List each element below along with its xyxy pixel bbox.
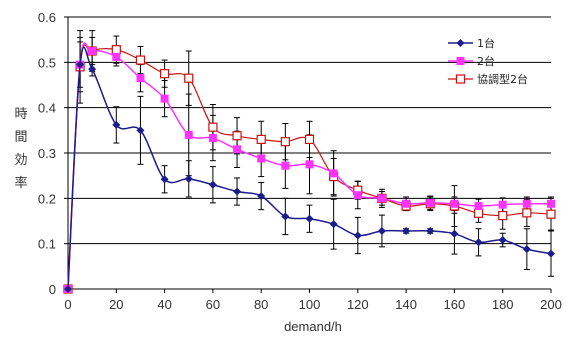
data-point (474, 238, 483, 247)
data-point (402, 226, 411, 235)
x-tick-label: 60 (206, 297, 220, 312)
data-point (208, 134, 217, 143)
y-tick-label: 0 (49, 282, 56, 297)
data-point (305, 214, 314, 223)
y-tick-label: 0.6 (38, 10, 56, 25)
y-tick-label: 0.4 (38, 101, 56, 116)
data-point (305, 160, 314, 169)
data-point (473, 208, 484, 218)
y-axis-label-char: 時 (14, 106, 27, 121)
data-point (353, 191, 362, 200)
data-point (135, 55, 146, 65)
data-point (184, 174, 193, 183)
legend-label: 協調型2台 (477, 72, 528, 86)
x-axis-label: demand/h (284, 319, 342, 334)
data-point (547, 199, 555, 208)
data-point (232, 131, 242, 141)
data-point (280, 137, 290, 147)
legend-label: 2台 (477, 54, 495, 68)
data-point (112, 120, 121, 129)
data-point (233, 187, 242, 196)
legend-marker-diamond (456, 39, 465, 47)
data-point (64, 285, 72, 293)
y-axis-label: 時 間 効 率 (14, 106, 27, 190)
data-point (304, 134, 315, 144)
x-tick-label: 140 (395, 297, 417, 312)
data-point (184, 130, 193, 139)
x-tick-label: 200 (540, 297, 562, 312)
legend-entry-1: 1台 (448, 36, 495, 50)
data-point (402, 199, 411, 208)
series-1 (64, 46, 555, 293)
data-point (498, 200, 507, 209)
data-point (208, 122, 218, 132)
y-tick-label: 0.5 (38, 55, 56, 70)
data-point (377, 226, 386, 235)
data-point (160, 94, 169, 103)
x-tick-label: 180 (492, 297, 514, 312)
data-point (233, 145, 242, 154)
legend-label: 1台 (477, 36, 495, 50)
data-point (450, 199, 459, 208)
data-point (522, 245, 531, 254)
x-tick-label: 100 (299, 297, 321, 312)
tick-labels: 0 0.1 0.2 0.3 0.4 0.5 0.6 0 20 40 60 80 100 120 140 160… (38, 10, 562, 312)
data-point (208, 180, 217, 189)
legend-entry-3: 協調型2台 (448, 72, 528, 86)
data-point (257, 154, 266, 163)
data-point (377, 194, 386, 203)
data-point (329, 220, 338, 229)
legend-marker-square (456, 57, 465, 65)
x-tick-label: 160 (444, 297, 466, 312)
y-tick-label: 0.1 (38, 237, 56, 252)
data-point (76, 60, 85, 69)
data-point (281, 212, 290, 221)
y-axis-label-char: 間 (14, 129, 27, 144)
x-tick-label: 80 (254, 297, 268, 312)
data-point (498, 210, 508, 221)
y-axis-label-char: 率 (14, 175, 27, 190)
data-point (160, 175, 169, 184)
data-point (522, 208, 532, 218)
series-2 (64, 42, 555, 293)
data-point (450, 229, 459, 238)
data-point (353, 231, 362, 240)
legend-entry-2: 2台 (448, 54, 495, 68)
legend: 1台 2台 協調型2台 (448, 36, 528, 86)
data-point (522, 199, 531, 208)
legend-marker-open-square (455, 74, 466, 84)
data-point (88, 47, 97, 55)
data-point (112, 52, 121, 61)
data-point (111, 45, 121, 55)
data-point (547, 249, 555, 258)
data-point (136, 74, 145, 83)
y-tick-label: 0.3 (38, 146, 56, 161)
data-point (329, 169, 338, 178)
data-point (426, 198, 435, 207)
data-point (426, 226, 435, 235)
x-tick-label: 40 (157, 297, 171, 312)
series-layer (63, 30, 556, 294)
data-point (474, 202, 483, 211)
data-point (88, 65, 97, 74)
data-point (498, 236, 507, 245)
data-point (136, 126, 145, 135)
x-tick-label: 20 (109, 297, 123, 312)
data-point (257, 192, 266, 201)
data-point (256, 134, 266, 144)
x-tick-label: 0 (64, 297, 71, 312)
data-point (184, 73, 194, 83)
data-point (546, 209, 556, 219)
data-point (281, 161, 290, 170)
axes (64, 16, 552, 293)
y-axis-label-char: 効 (14, 152, 27, 167)
x-tick-label: 120 (347, 297, 369, 312)
y-tick-label: 0.2 (38, 191, 56, 206)
data-point (160, 69, 170, 79)
